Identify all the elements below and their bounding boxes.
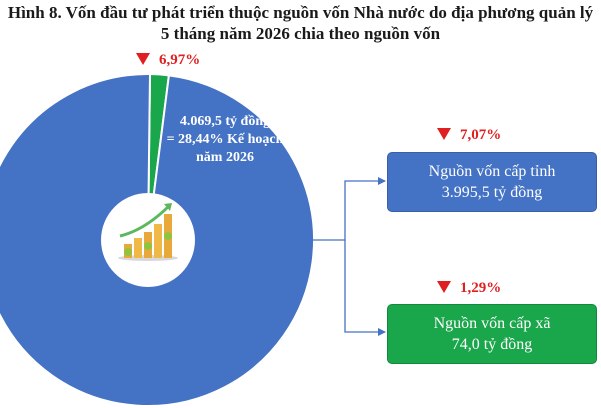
connector-arrow-green — [378, 328, 386, 336]
coins-growth-icon — [118, 203, 178, 261]
chart-title-line-1: Hình 8. Vốn đầu tư phát triển thuộc nguồ… — [7, 3, 594, 22]
connector-lines — [297, 180, 385, 333]
connector-arrow-blue — [378, 177, 386, 185]
down-triangle-icon — [437, 281, 451, 293]
plan-year-label: năm 2026 — [196, 150, 254, 165]
province-change-label: 7,07% — [437, 127, 501, 144]
commune-capital-box: Nguồn vốn cấp xã 74,0 tỷ đồng — [387, 304, 597, 364]
commune-change-label: 1,29% — [437, 280, 501, 297]
chart-title: Hình 8. Vốn đầu tư phát triển thuộc nguồ… — [0, 2, 601, 44]
commune-capital-label: Nguồn vốn cấp xã — [433, 315, 551, 332]
down-triangle-icon — [437, 128, 451, 140]
plan-percent-label: = 28,44% Kế hoạch — [166, 132, 284, 147]
total-value-label: 4.069,5 tỷ đồng — [179, 114, 271, 129]
commune-capital-value: 74,0 tỷ đồng — [451, 336, 533, 353]
province-capital-value: 3.995,5 tỷ đồng — [441, 184, 543, 201]
province-capital-box: Nguồn vốn cấp tỉnh 3.995,5 tỷ đồng — [387, 152, 597, 212]
chart-title-line-2: 5 tháng năm 2026 chia theo nguồn vốn — [160, 24, 441, 43]
province-capital-label: Nguồn vốn cấp tỉnh — [428, 163, 556, 180]
down-triangle-icon — [136, 53, 150, 65]
donut-center-label: 4.069,5 tỷ đồng = 28,44% Kế hoạch năm 20… — [160, 113, 290, 167]
total-change-label: 6,97% — [136, 52, 200, 69]
